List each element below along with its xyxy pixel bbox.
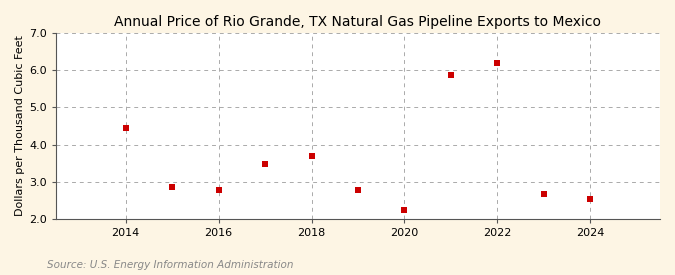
Point: [539, 192, 549, 196]
Point: [167, 185, 178, 189]
Point: [213, 188, 224, 192]
Text: Source: U.S. Energy Information Administration: Source: U.S. Energy Information Administ…: [47, 260, 294, 270]
Point: [352, 188, 363, 192]
Point: [260, 162, 271, 166]
Point: [492, 60, 503, 65]
Point: [120, 126, 131, 130]
Point: [585, 196, 596, 201]
Point: [446, 72, 456, 77]
Title: Annual Price of Rio Grande, TX Natural Gas Pipeline Exports to Mexico: Annual Price of Rio Grande, TX Natural G…: [115, 15, 601, 29]
Point: [306, 154, 317, 159]
Y-axis label: Dollars per Thousand Cubic Feet: Dollars per Thousand Cubic Feet: [15, 35, 25, 216]
Point: [399, 207, 410, 212]
